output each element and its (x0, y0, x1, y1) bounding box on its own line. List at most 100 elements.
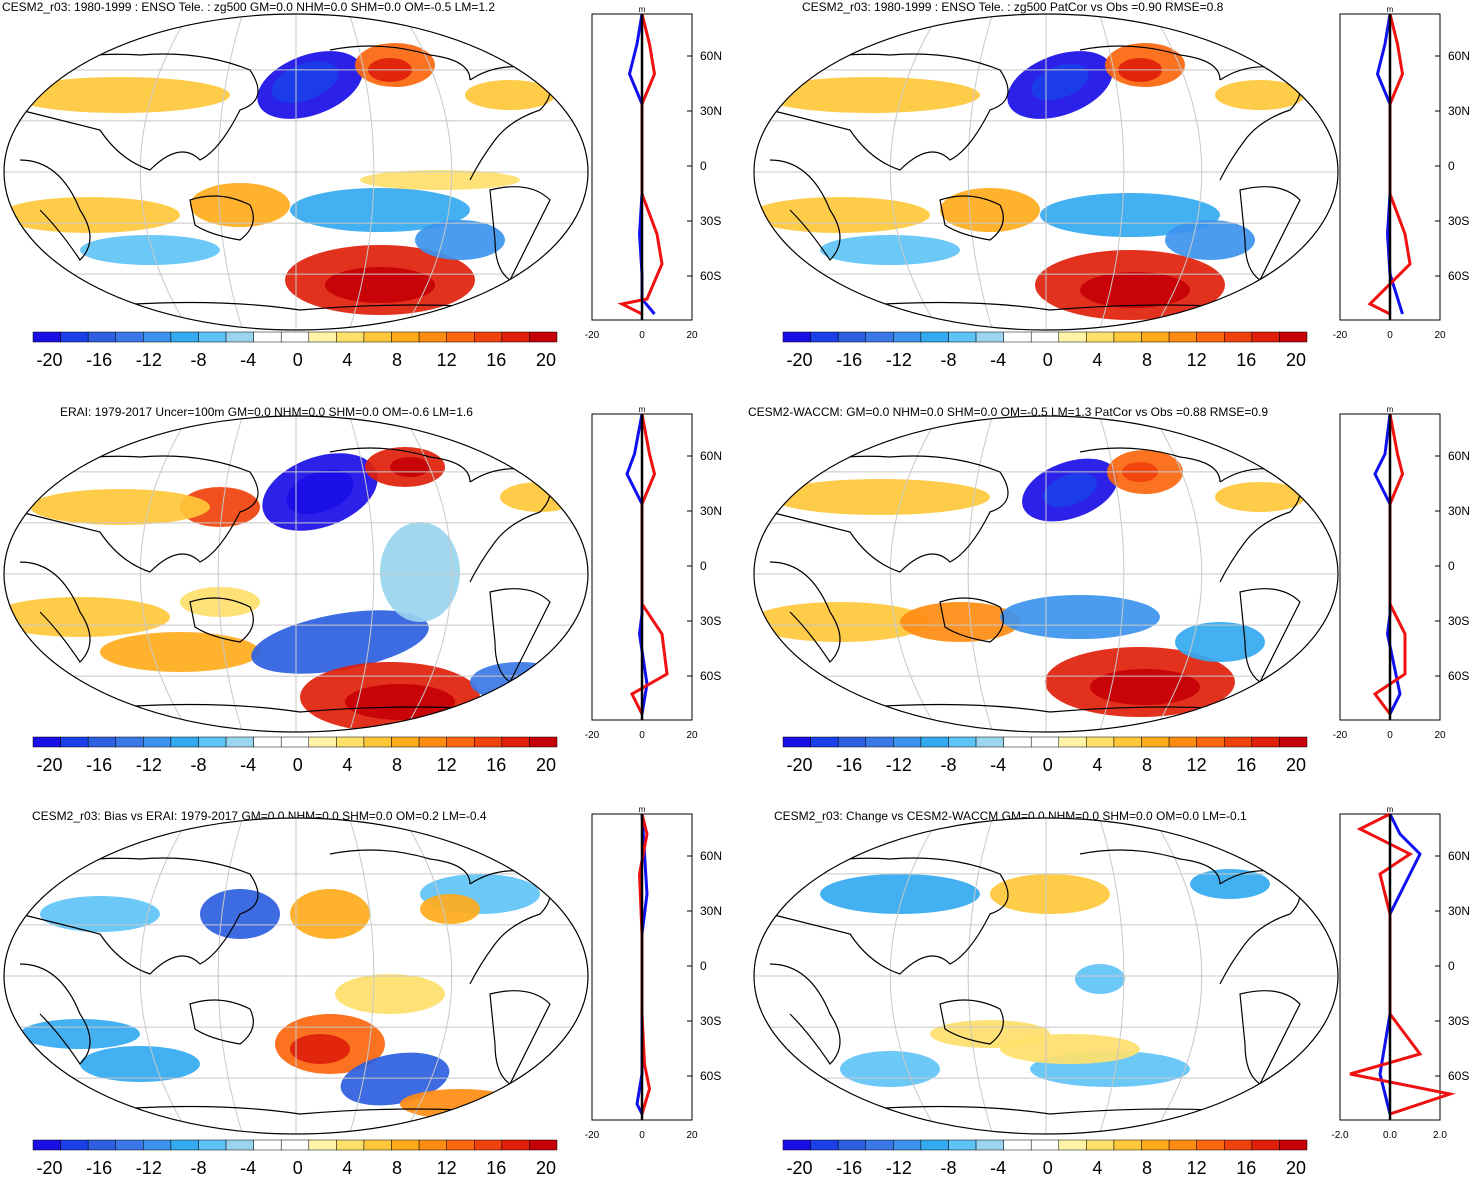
panel-model: CESM2_r03: 1980-1999 : ENSO Tele. : zg50… (0, 0, 741, 393)
lat-tick-label: 0 (700, 159, 707, 173)
colorbar-swatch (1168, 736, 1197, 748)
anomaly-contour (420, 894, 480, 924)
anomaly-contour (820, 874, 980, 914)
robinson-map (753, 817, 1339, 1135)
anomaly-contour (754, 602, 930, 642)
lat-tick-label: 60N (1448, 49, 1470, 63)
lat-tick-label: 30S (700, 614, 721, 628)
anomaly-contour (1000, 595, 1160, 639)
unit-label: m (639, 5, 646, 14)
x-tick-label: 0 (639, 1130, 645, 1141)
colorbar-swatch (920, 1139, 949, 1151)
colorbar-swatch (308, 736, 337, 748)
x-tick-label: -20 (1333, 730, 1348, 741)
unit-label: m (639, 405, 646, 414)
unit-label: m (639, 805, 646, 814)
zonal-mean-profile: m 60N 30N 0 30S 60S -20 0 20 (1333, 405, 1470, 741)
colorbar-label: 0 (293, 1158, 303, 1178)
colorbar-swatch (1058, 331, 1087, 343)
coastline (489, 588, 551, 683)
colorbar-swatch (837, 331, 866, 343)
red-profile-line (1349, 812, 1456, 1116)
anomaly-contour (1000, 1034, 1140, 1064)
colorbar-swatch (1251, 331, 1280, 343)
lat-tick-label: 60N (1448, 449, 1470, 463)
colorbar-label: 8 (392, 350, 402, 370)
colorbar-label: 8 (392, 1158, 402, 1178)
colorbar-swatch (1279, 736, 1308, 748)
anomaly-contour (290, 1034, 350, 1064)
colorbar-label: -12 (886, 350, 912, 370)
colorbar-label: 4 (1092, 350, 1102, 370)
colorbar-swatch (529, 736, 558, 748)
colorbar-swatch (418, 736, 447, 748)
colorbar-swatch (143, 1139, 172, 1151)
colorbar-label: 20 (1286, 755, 1306, 775)
zonal-mean-profile: m 60N 30N 0 30S 60S -20 0 20 (1333, 5, 1470, 340)
colorbar-swatch (253, 331, 282, 343)
colorbar-label: -20 (37, 755, 63, 775)
lat-tick-label: 30S (1448, 214, 1469, 228)
anomaly-contour (180, 587, 260, 617)
colorbar-swatch (198, 736, 227, 748)
colorbar-swatch (391, 1139, 420, 1151)
longitude-line (889, 416, 940, 732)
colorbar-swatch (170, 1139, 199, 1151)
colorbar-swatch (446, 1139, 475, 1151)
anomaly-contour (1190, 869, 1270, 899)
colorbar-label: 8 (1142, 755, 1152, 775)
colorbar-swatch (1224, 1139, 1253, 1151)
anomaly-contour (80, 1046, 200, 1082)
colorbar-swatch (948, 331, 977, 343)
lat-tick-label: 0 (700, 959, 707, 973)
colorbar-label: -12 (136, 755, 162, 775)
colorbar-swatch (893, 736, 922, 748)
lat-tick-label: 60N (700, 449, 722, 463)
lat-tick-label: 30S (700, 214, 721, 228)
colorbar-swatch (810, 1139, 839, 1151)
x-tick-label: 20 (1434, 730, 1446, 741)
lat-tick-label: 30S (700, 1014, 721, 1028)
blue-profile-line (1373, 413, 1402, 715)
longitude-line (1099, 818, 1125, 1134)
longitude-line (1152, 818, 1203, 1134)
colorbar-label: -12 (136, 350, 162, 370)
anomaly-contour (1043, 472, 1097, 508)
longitude-line (217, 416, 243, 732)
lat-tick-label: 60S (700, 669, 721, 683)
colorbar-label: 4 (1092, 755, 1102, 775)
colorbar-swatch (363, 1139, 392, 1151)
lat-tick-label: 30S (1448, 1014, 1469, 1028)
robinson-map (3, 13, 589, 331)
longitude-line (139, 416, 190, 732)
coastline (489, 186, 551, 281)
colorbar-label: 16 (1236, 1158, 1256, 1178)
colorbar-swatch (280, 331, 310, 343)
field-layer (4, 818, 588, 1134)
anomaly-contour (990, 874, 1110, 914)
colorbar-swatch (280, 1139, 310, 1151)
colorbar: -20 -16 -12 -8 -4 0 4 8 12 16 20 (782, 331, 1308, 370)
colorbar-swatch (60, 331, 89, 343)
colorbar-swatch (1196, 1139, 1225, 1151)
colorbar-swatch (501, 1139, 530, 1151)
colorbar-swatch (865, 331, 894, 343)
colorbar-swatch (143, 736, 172, 748)
colorbar-swatch (1003, 736, 1032, 748)
lat-tick-label: 30N (700, 104, 722, 118)
colorbar-label: 16 (486, 350, 506, 370)
colorbar-label: 20 (536, 755, 556, 775)
colorbar-swatch (1141, 331, 1170, 343)
coastline (769, 455, 1009, 573)
anomaly-contour (465, 80, 555, 110)
anomaly-contour (30, 489, 210, 525)
panel-obs: ERAI: 1979-2017 Uncer=100m GM=0.0 NHM=0.… (0, 400, 741, 793)
coastline (189, 999, 254, 1045)
lat-tick-label: 30N (700, 904, 722, 918)
field-layer (754, 416, 1338, 732)
colorbar-swatch (920, 736, 949, 748)
anomaly-contour (4, 597, 170, 637)
colorbar-swatch (1279, 331, 1308, 343)
colorbar-swatch (1086, 736, 1115, 748)
colorbar-swatch (782, 1139, 811, 1151)
